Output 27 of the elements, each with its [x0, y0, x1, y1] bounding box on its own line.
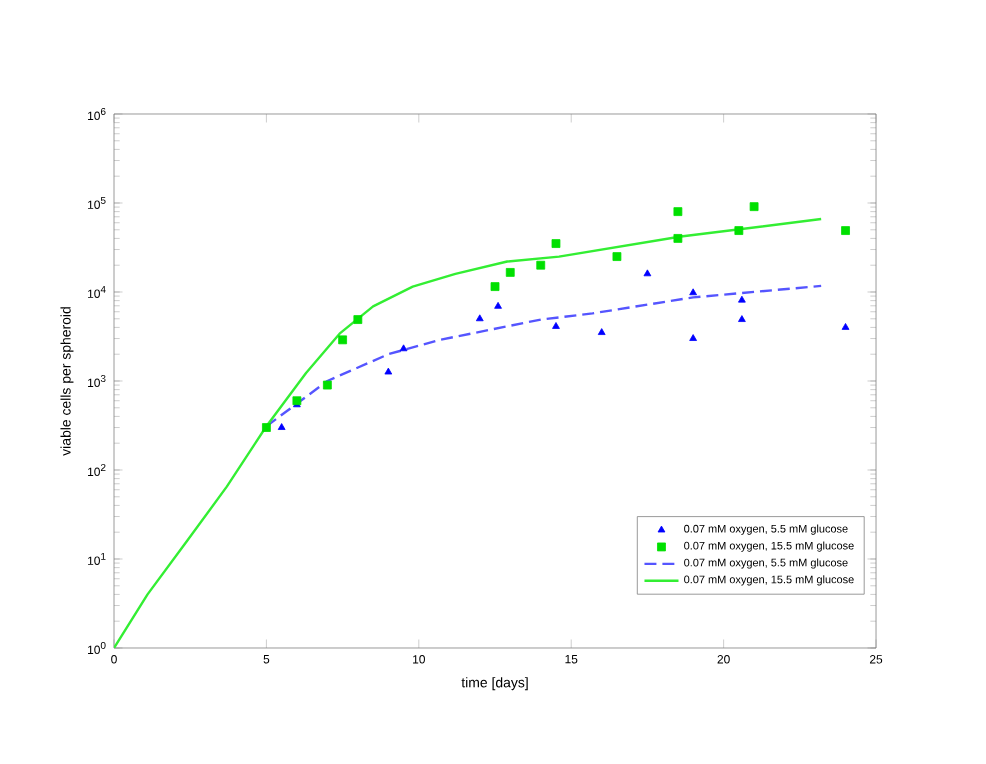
point [673, 234, 683, 243]
point [749, 202, 759, 212]
point [552, 322, 560, 329]
point [399, 344, 408, 352]
point [536, 260, 546, 270]
point [338, 335, 347, 345]
point [490, 282, 500, 291]
point [322, 380, 332, 390]
point [277, 423, 286, 430]
point [689, 334, 697, 341]
point [734, 226, 744, 235]
point [262, 423, 271, 432]
point [505, 268, 515, 277]
point [841, 323, 850, 330]
point [738, 295, 746, 303]
point [612, 252, 622, 261]
point [689, 288, 697, 296]
point [353, 315, 363, 324]
point [673, 207, 683, 216]
point [841, 226, 850, 235]
point [738, 315, 746, 322]
point [475, 314, 484, 322]
point [643, 269, 652, 277]
point [494, 301, 502, 309]
point [597, 328, 606, 335]
point [551, 239, 561, 248]
point [384, 367, 393, 375]
